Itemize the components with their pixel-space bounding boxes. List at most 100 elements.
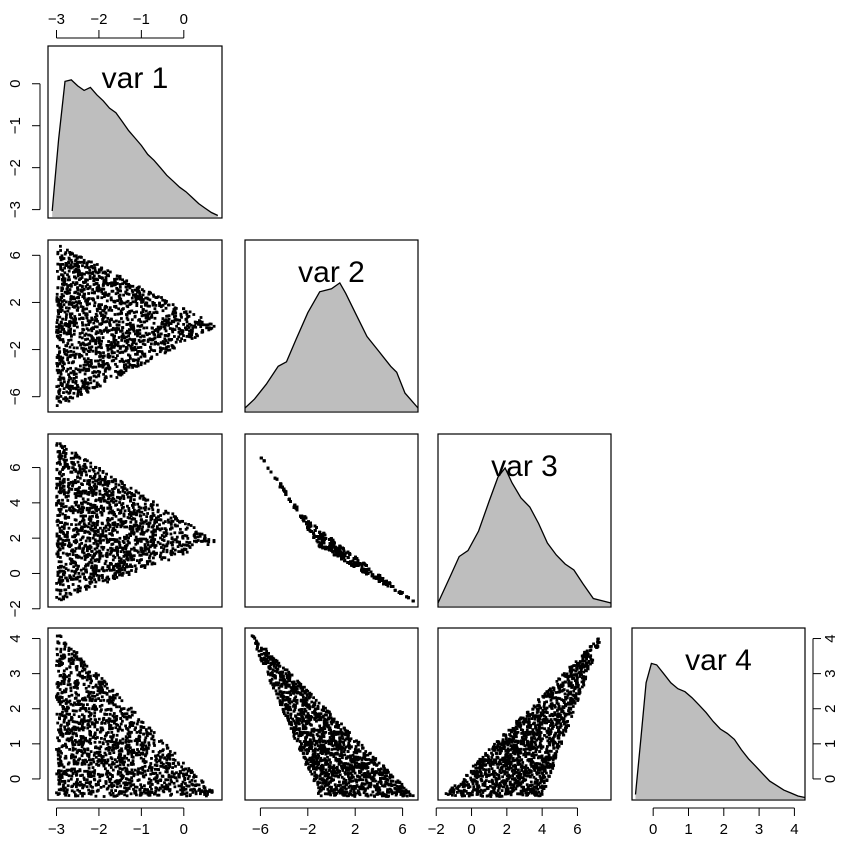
scatter-point bbox=[87, 386, 91, 390]
scatter-point bbox=[140, 510, 144, 514]
scatter-point bbox=[86, 703, 89, 706]
scatter-point bbox=[194, 536, 197, 539]
scatter-point bbox=[162, 535, 166, 539]
scatter-point bbox=[102, 795, 106, 798]
scatter-point bbox=[126, 495, 130, 499]
scatter-point bbox=[101, 531, 105, 535]
scatter-point bbox=[58, 657, 62, 661]
scatter-point bbox=[143, 543, 147, 546]
scatter-point bbox=[147, 550, 151, 554]
scatter-point bbox=[67, 269, 71, 273]
scatter-point bbox=[56, 554, 60, 558]
scatter-point bbox=[94, 352, 98, 356]
density-curve bbox=[244, 281, 419, 409]
scatter-point bbox=[134, 300, 137, 304]
scatter-point bbox=[84, 338, 87, 341]
scatter-point bbox=[77, 749, 81, 752]
scatter-point bbox=[165, 532, 169, 536]
scatter-point bbox=[146, 315, 150, 319]
scatter-point bbox=[65, 721, 69, 725]
scatter-point bbox=[164, 785, 167, 789]
scatter-point bbox=[127, 509, 131, 512]
scatter-point bbox=[89, 359, 93, 362]
scatter-point bbox=[119, 329, 122, 333]
scatter-point bbox=[76, 686, 79, 690]
panel-frame bbox=[47, 45, 223, 219]
scatter-point bbox=[148, 792, 151, 795]
scatter-point bbox=[70, 769, 73, 773]
scatter-point bbox=[105, 305, 109, 309]
scatter-point bbox=[115, 715, 119, 718]
scatter-point bbox=[70, 774, 74, 778]
scatter-point bbox=[66, 284, 70, 288]
scatter-point bbox=[171, 319, 174, 323]
scatter-point bbox=[154, 304, 158, 307]
scatter-point bbox=[144, 736, 148, 740]
scatter-point bbox=[56, 371, 60, 375]
scatter-point bbox=[84, 323, 88, 327]
scatter-point bbox=[110, 774, 114, 777]
scatter-point bbox=[78, 589, 82, 593]
scatter-point bbox=[80, 745, 84, 749]
scatter-point bbox=[73, 297, 77, 301]
scatter-point bbox=[106, 493, 109, 497]
scatter-point bbox=[118, 763, 122, 767]
scatter-point bbox=[58, 351, 61, 355]
scatter-point bbox=[144, 744, 148, 748]
scatter-point bbox=[128, 550, 132, 554]
scatter-point bbox=[58, 730, 61, 734]
scatter-point bbox=[173, 751, 177, 755]
scatter-point bbox=[72, 731, 75, 735]
scatter-point bbox=[73, 654, 76, 657]
scatter-point bbox=[170, 792, 173, 796]
scatter-point bbox=[110, 333, 114, 337]
scatter-point bbox=[133, 772, 136, 776]
scatter-point bbox=[84, 563, 88, 567]
scatter-point bbox=[63, 352, 67, 356]
scatter-point bbox=[150, 737, 154, 741]
scatter-point bbox=[74, 254, 78, 258]
scatter-point bbox=[93, 711, 97, 715]
scatter-point bbox=[101, 554, 104, 558]
scatter-point bbox=[81, 321, 84, 324]
scatter-point bbox=[57, 747, 61, 751]
scatter-point bbox=[94, 499, 98, 503]
scatter-point bbox=[199, 325, 203, 329]
scatter-point bbox=[200, 330, 204, 334]
scatter-point bbox=[115, 576, 119, 579]
scatter-point bbox=[113, 344, 117, 348]
scatter-point bbox=[118, 727, 122, 731]
scatter-point bbox=[146, 304, 150, 308]
scatter-point bbox=[73, 315, 77, 318]
scatter-point bbox=[171, 775, 174, 779]
scatter-point bbox=[56, 698, 59, 701]
scatter-point bbox=[94, 794, 98, 798]
scatter-point bbox=[80, 284, 84, 288]
scatter-point bbox=[74, 258, 78, 262]
scatter-point bbox=[66, 737, 70, 741]
scatter-point bbox=[159, 325, 163, 329]
scatter-point bbox=[114, 339, 118, 342]
scatter-point bbox=[115, 779, 119, 782]
scatter-point bbox=[122, 550, 126, 554]
scatter-point bbox=[119, 755, 122, 759]
scatter-point bbox=[100, 478, 104, 482]
scatter-point bbox=[82, 468, 86, 472]
scatter-point bbox=[95, 546, 99, 550]
scatter-point bbox=[167, 321, 171, 325]
scatter-point bbox=[100, 290, 104, 294]
scatter-point bbox=[91, 297, 95, 301]
scatter-point bbox=[108, 306, 112, 310]
scatter-point bbox=[162, 512, 166, 516]
scatter-point bbox=[112, 320, 116, 324]
scatter-point bbox=[112, 549, 116, 552]
scatter-point bbox=[59, 372, 63, 376]
scatter-point bbox=[64, 754, 68, 758]
scatter-point bbox=[136, 332, 140, 336]
scatter-point bbox=[117, 781, 121, 785]
scatter-point bbox=[60, 305, 64, 309]
scatter-point bbox=[94, 491, 98, 495]
scatter-point bbox=[82, 714, 86, 718]
panel-3-2 bbox=[244, 433, 419, 608]
scatter-point bbox=[150, 757, 153, 760]
